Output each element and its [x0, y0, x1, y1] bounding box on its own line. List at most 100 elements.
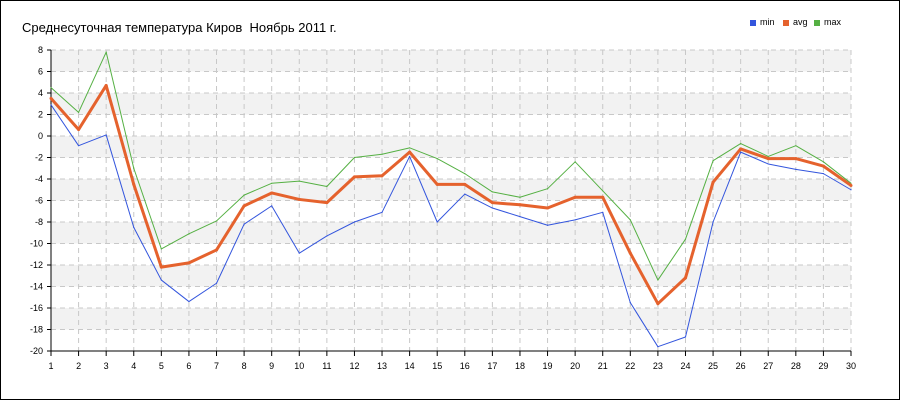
data-point-min — [822, 173, 825, 175]
data-point-max — [436, 157, 438, 160]
data-point-max — [409, 147, 411, 149]
data-point-avg — [215, 248, 219, 252]
series-line-min — [50, 104, 852, 348]
y-tick-label: -18 — [30, 325, 43, 335]
data-point-max — [519, 196, 521, 198]
data-point-min — [740, 151, 742, 153]
data-point-max — [740, 142, 742, 145]
x-tick-label: 6 — [186, 361, 191, 371]
data-point-avg — [711, 180, 715, 184]
legend-label-max: max — [824, 17, 842, 27]
data-point-max — [822, 161, 825, 163]
legend-swatch-min — [750, 19, 756, 26]
data-point-avg — [821, 164, 825, 168]
data-point-avg — [352, 175, 356, 179]
chart-title: Среднесуточная температура Киров Ноябрь … — [22, 20, 337, 35]
data-point-avg — [518, 203, 522, 207]
data-point-min — [105, 134, 107, 136]
data-point-min — [271, 205, 273, 207]
y-tick-label: -20 — [30, 346, 43, 356]
x-tick-label: 9 — [269, 361, 274, 371]
data-point-avg — [463, 182, 467, 186]
x-tick-label: 18 — [515, 361, 525, 371]
data-point-avg — [546, 206, 550, 210]
data-point-max — [712, 160, 714, 162]
x-tick-label: 23 — [653, 361, 663, 371]
data-point-max — [50, 87, 52, 89]
data-point-min — [353, 221, 356, 223]
data-point-avg — [656, 302, 660, 306]
y-tick-label: 0 — [38, 131, 43, 141]
data-point-avg — [49, 96, 53, 100]
grid-band — [51, 308, 851, 330]
data-point-min — [795, 168, 797, 170]
data-point-max — [574, 161, 576, 163]
data-point-min — [767, 163, 769, 165]
x-tick-label: 3 — [104, 361, 109, 371]
data-point-min — [243, 223, 245, 225]
x-tick-label: 17 — [487, 361, 497, 371]
data-point-avg — [159, 265, 163, 269]
data-point-min — [381, 211, 383, 213]
data-point-avg — [739, 147, 743, 151]
x-tick-label: 28 — [791, 361, 801, 371]
y-tick-label: 6 — [38, 67, 43, 77]
data-point-avg — [187, 261, 191, 265]
data-point-avg — [132, 182, 136, 186]
data-point-min — [160, 279, 162, 281]
x-tick-label: 10 — [294, 361, 304, 371]
data-point-min — [464, 193, 466, 195]
legend-item-min: min — [750, 17, 775, 29]
data-point-max — [381, 153, 383, 155]
data-point-min — [50, 104, 52, 106]
legend-item-avg: avg — [783, 17, 808, 29]
data-point-avg — [380, 174, 384, 178]
legend-label-min: min — [760, 17, 775, 27]
data-point-max — [133, 167, 135, 169]
x-tick-label: 21 — [598, 361, 608, 371]
x-tick-label: 26 — [736, 361, 746, 371]
data-point-max — [271, 182, 273, 184]
data-point-avg — [766, 157, 770, 161]
data-point-avg — [325, 201, 329, 205]
grid-band — [51, 265, 851, 287]
y-tick-label: 4 — [38, 88, 43, 98]
data-point-max — [105, 51, 107, 53]
y-tick-label: -12 — [30, 260, 43, 270]
legend-item-max: max — [814, 17, 841, 29]
data-point-min — [409, 155, 411, 158]
data-point-min — [436, 221, 438, 223]
y-tick-label: 8 — [38, 45, 43, 55]
data-point-avg — [601, 195, 605, 199]
data-point-min — [546, 224, 549, 226]
data-point-min — [629, 302, 631, 304]
data-point-max — [353, 156, 356, 159]
y-tick-label: -8 — [35, 217, 43, 227]
data-point-min — [77, 145, 80, 147]
data-point-min — [491, 207, 493, 209]
data-point-avg — [573, 195, 577, 199]
data-point-min — [712, 221, 714, 223]
data-point-avg — [242, 204, 246, 208]
y-tick-label: -14 — [30, 282, 43, 292]
data-point-min — [574, 219, 576, 221]
data-point-avg — [435, 182, 439, 186]
grid-band — [51, 136, 851, 158]
data-point-avg — [490, 201, 494, 205]
x-tick-label: 11 — [322, 361, 331, 371]
y-tick-label: 2 — [38, 110, 43, 120]
x-tick-label: 16 — [460, 361, 470, 371]
series-line-max — [50, 51, 852, 281]
data-point-max — [629, 219, 631, 221]
data-point-min — [602, 211, 604, 213]
data-point-avg — [77, 128, 81, 132]
data-point-max — [243, 194, 245, 196]
data-point-min — [133, 226, 135, 228]
data-point-min — [298, 252, 300, 254]
legend-label-avg: avg — [793, 17, 808, 27]
data-point-min — [657, 346, 659, 348]
data-point-max — [684, 238, 687, 240]
data-point-avg — [849, 183, 853, 187]
